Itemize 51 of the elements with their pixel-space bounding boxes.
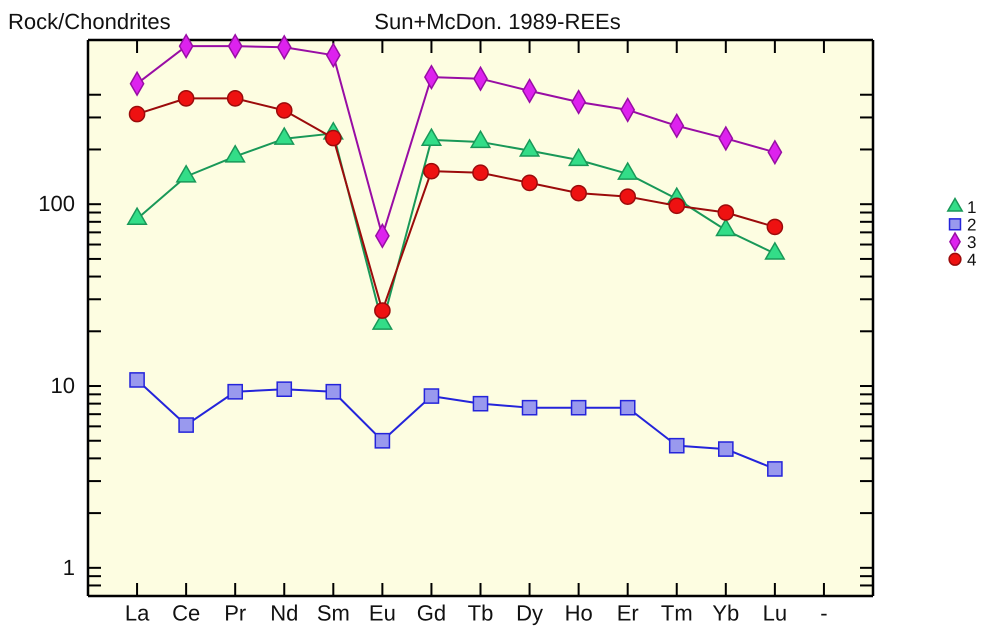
chart-title: Sun+McDon. 1989-REEs [374, 9, 621, 34]
point [276, 102, 293, 119]
x-tick-label: Gd [416, 600, 446, 626]
point [226, 90, 244, 107]
point [178, 417, 194, 433]
point [668, 197, 686, 214]
point [570, 184, 587, 202]
x-tick-label: Ce [172, 600, 200, 626]
legend-label: 4 [967, 250, 976, 270]
point [374, 432, 390, 449]
x-tick-label: Dy [516, 600, 544, 626]
x-tick-label: Sm [316, 600, 350, 626]
y-tick-label: 1 [62, 554, 75, 580]
point [178, 90, 194, 107]
point [128, 106, 146, 122]
x-tick-label: Eu [368, 600, 396, 626]
point [374, 302, 391, 319]
point [522, 400, 538, 416]
legend-label: 2 [967, 215, 976, 234]
x-tick-label: Pr [224, 600, 246, 626]
point [521, 174, 538, 192]
point [472, 164, 489, 182]
x-tick-label: - [820, 600, 828, 626]
x-tick-label: Lu [762, 600, 788, 626]
x-tick-label: Er [616, 600, 639, 626]
point [325, 384, 342, 400]
x-tick-label: Nd [270, 600, 298, 626]
point [619, 188, 636, 205]
point [276, 381, 292, 398]
legend-label: 3 [967, 232, 976, 252]
point [423, 162, 440, 180]
point [766, 218, 784, 236]
x-tick-label: Tm [660, 600, 693, 626]
x-tick-label: Yb [712, 600, 740, 626]
point [570, 400, 586, 416]
point [129, 372, 145, 388]
y-tick-label: 10 [50, 373, 75, 398]
legend-label: 1 [967, 198, 976, 217]
point [767, 461, 783, 477]
point [718, 441, 734, 457]
point [472, 396, 488, 412]
y-axis-title: Rock/Chondrites [8, 9, 171, 34]
point [717, 204, 734, 221]
x-tick-label: Ho [564, 600, 593, 626]
y-tick-label: 100 [38, 191, 75, 216]
point [424, 388, 440, 404]
point [668, 438, 685, 454]
x-tick-label: Tb [468, 600, 494, 626]
point [620, 400, 636, 416]
point [227, 384, 244, 400]
x-tick-label: La [124, 600, 150, 626]
